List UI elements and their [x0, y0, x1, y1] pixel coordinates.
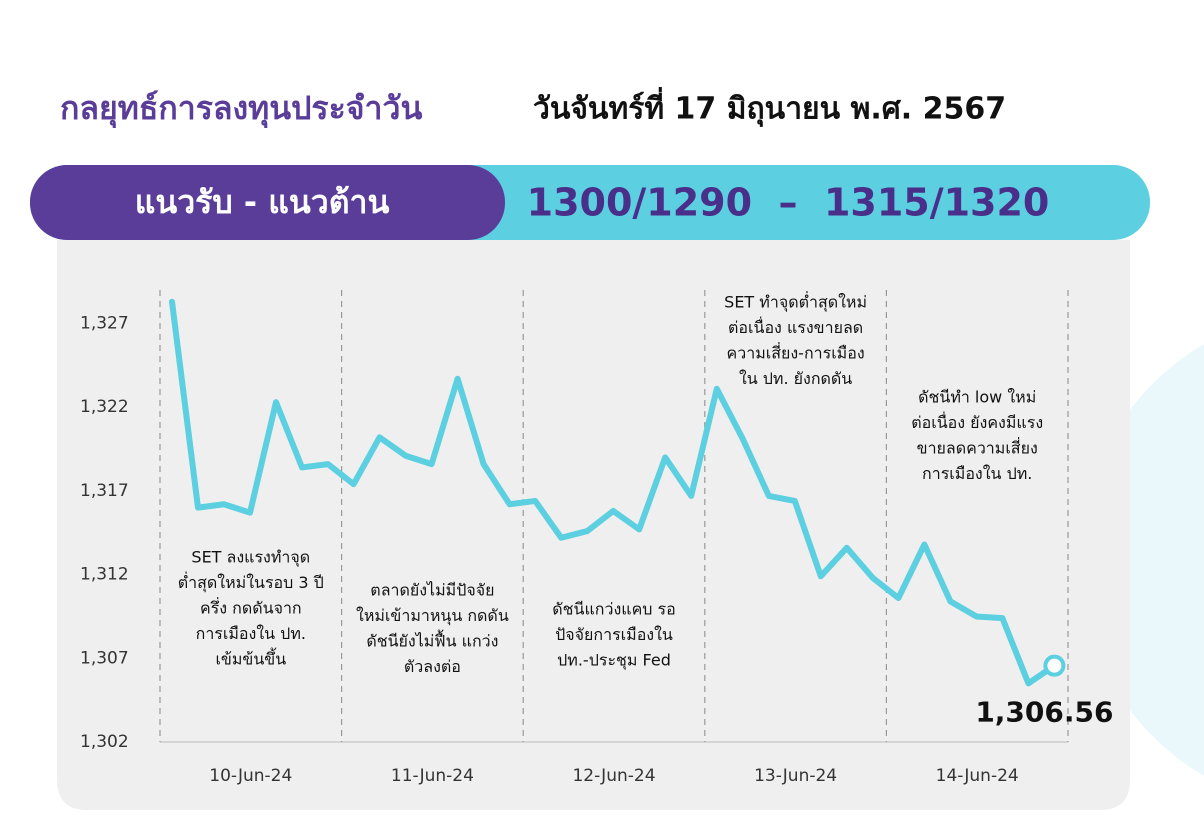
x-tick-label: 11-Jun-24 [391, 766, 474, 786]
banner-label: แนวรับ - แนวต้าน [135, 183, 390, 221]
annotation: ตลาดยังไม่มีปัจจัย [370, 581, 494, 600]
y-tick-label: 1,302 [80, 732, 129, 752]
x-tick-label: 12-Jun-24 [572, 766, 655, 786]
index-line [169, 298, 1058, 687]
annotation: ต่อเนื่อง ยังคงมีแรง [911, 411, 1043, 432]
annotation: ครึ่ง กดดันจาก [200, 597, 302, 618]
y-tick-label: 1,307 [80, 648, 129, 668]
date: วันจันทร์ที่ 17 มิถุนายน พ.ศ. 2567 [533, 87, 1006, 128]
annotation: SET ลงแรงทำจุด [191, 548, 310, 568]
title: กลยุทธ์การลงทุนประจำวัน [60, 89, 422, 129]
value-label: 1,306.56 [975, 696, 1113, 729]
annotation: ขายลดความเสี่ยง [917, 437, 1038, 458]
annotation: ปท.-ประชุม Fed [557, 651, 671, 671]
annotation: SET ทำจุดต่ำสุดใหม่ [724, 291, 867, 313]
y-tick-label: 1,322 [80, 397, 129, 417]
annotation: การเมืองใน ปท. [922, 464, 1032, 483]
banner-left [30, 165, 505, 240]
annotation: ดัชนีทำ low ใหม่ [918, 388, 1036, 407]
annotation: ดัชนียังไม่ฟื้น แกว่ง [366, 630, 498, 651]
y-tick-label: 1,312 [80, 565, 129, 585]
banner-levels: 1300/1290 – 1315/1320 [527, 181, 1050, 225]
y-tick-label: 1,327 [80, 313, 129, 333]
x-tick-label: 10-Jun-24 [209, 766, 292, 786]
annotation: ต่อเนื่อง แรงขายลด [728, 316, 863, 337]
x-tick-label: 14-Jun-24 [936, 766, 1019, 786]
annotation: ต่ำสุดใหม่ในรอบ 3 ปี [178, 571, 324, 593]
annotation: การเมืองใน ปท. [196, 624, 306, 643]
annotation: ปัจจัยการเมืองใน [555, 625, 673, 644]
annotation: ใน ปท. ยังกดดัน [739, 369, 852, 388]
annotation: ดัชนีแกว่งแคบ รอ [552, 600, 675, 619]
y-tick-label: 1,317 [80, 481, 129, 501]
annotation: เข้มข้นขึ้น [215, 648, 286, 669]
last-point [1043, 654, 1066, 677]
annotation: ใหม่เข้ามาหนุน กดดัน [356, 606, 509, 626]
annotation: ตัวลงต่อ [404, 657, 461, 676]
annotation: ความเสี่ยง-การเมือง [727, 342, 865, 363]
x-tick-label: 13-Jun-24 [754, 766, 837, 786]
